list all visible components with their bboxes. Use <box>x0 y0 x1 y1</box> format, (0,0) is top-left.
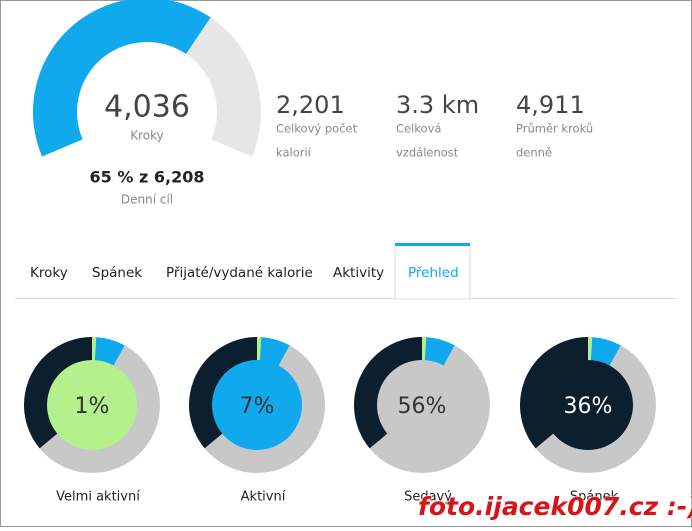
steps-value: 4,036 <box>104 90 190 125</box>
goal-label: 65 % z 6,208 <box>90 168 205 187</box>
stat-caption: Celkový počet <box>276 122 358 136</box>
gauge-progress <box>33 0 211 157</box>
donut-segment <box>92 337 97 362</box>
stat-caption: Průměr kroků <box>516 122 593 136</box>
steps-unit: Kroky <box>130 129 164 143</box>
tab[interactable]: Přijaté/vydané kalorie <box>166 265 313 281</box>
donut-segment <box>259 337 290 367</box>
tab[interactable]: Kroky <box>30 265 68 281</box>
donut-segment <box>588 337 593 362</box>
donut-segment <box>204 345 326 474</box>
stat-caption: Celková <box>396 122 441 136</box>
active-tab-indicator <box>395 243 470 246</box>
stat-caption: vzdálenost <box>396 146 459 160</box>
donut-segment <box>590 337 621 367</box>
tab[interactable]: Aktivity <box>333 265 384 281</box>
donut-segment <box>94 337 125 367</box>
stat-caption: denně <box>516 146 552 160</box>
donut-label: Sedavý <box>404 490 452 505</box>
donut-segment <box>535 345 656 473</box>
donut-segment <box>24 337 92 449</box>
donut-value: 36% <box>564 394 613 419</box>
donut-segment <box>424 337 455 367</box>
donut-label: Spánek <box>570 490 619 505</box>
donut-center <box>543 360 633 450</box>
donut-value: 1% <box>75 394 110 419</box>
donut-value: 7% <box>240 394 275 419</box>
donut-segment <box>189 337 257 449</box>
donut-label: Aktivní <box>241 490 286 505</box>
stat-value: 4,911 <box>516 91 585 119</box>
donut-center <box>377 360 467 450</box>
donut-segment <box>422 337 427 362</box>
donut-label: Velmi aktivní <box>56 490 140 505</box>
stat-caption: kalorií <box>276 146 312 160</box>
active-tab <box>394 243 471 300</box>
tab[interactable]: Přehled <box>408 265 459 281</box>
donut-segment <box>39 345 161 474</box>
donut-segment <box>257 337 262 362</box>
donut-segment <box>354 337 422 449</box>
watermark: foto.ijacek007.cz :-) <box>418 492 692 521</box>
stat-value: 3.3 km <box>396 91 479 119</box>
tab[interactable]: Spánek <box>92 265 142 281</box>
donut-segment <box>519 337 588 449</box>
donut-segment <box>369 345 490 474</box>
goal-caption: Denní cíl <box>121 193 173 207</box>
stat-value: 2,201 <box>276 91 345 119</box>
donut-value: 56% <box>398 394 447 419</box>
donut-center <box>47 360 137 450</box>
donut-center <box>212 360 302 450</box>
